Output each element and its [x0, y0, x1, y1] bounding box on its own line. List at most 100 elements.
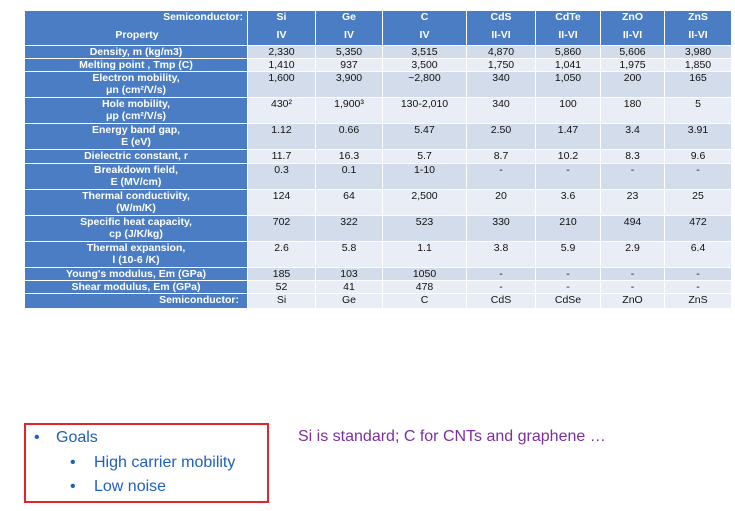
table-cell: 5: [664, 97, 732, 124]
column-name: C: [420, 11, 429, 24]
header-property-label: Property: [115, 29, 159, 41]
table-cell: -: [466, 163, 536, 190]
header-col: C IV: [382, 10, 467, 46]
table-cell: 330: [466, 215, 536, 242]
table-cell: 9.6: [664, 149, 732, 164]
table-cell: 3.91: [664, 123, 732, 150]
goal-item: • Low noise: [70, 478, 166, 496]
table-cell: 3,500: [382, 58, 467, 72]
table-cell: 100: [535, 97, 601, 124]
table-cell: 103: [315, 267, 383, 281]
goal-item-text: Low noise: [94, 478, 167, 495]
column-name: CdTe: [555, 11, 581, 24]
table-row: Thermal expansion, l (10-6 /K) 2.6 5.8 1.1 3.…: [24, 241, 732, 268]
table-cell: 430²: [247, 97, 316, 124]
column-group: IV: [344, 29, 354, 41]
footer-cell: Si: [247, 293, 316, 309]
table-row: Dielectric constant, r 11.7 16.3 5.7 8.7 10.2…: [24, 149, 732, 164]
table-cell: 3,900: [315, 71, 383, 98]
row-label-unit: cp (J/K/kg): [109, 228, 163, 240]
table-row: Melting point , Tmp (C) 1,410 937 3,500 1,75…: [24, 58, 732, 72]
table-row: Young's modulus, Em (GPa) 185 103 1050- - - -: [24, 267, 732, 281]
row-label-text: Young's modulus, Em (GPa): [66, 268, 206, 280]
table-row: Breakdown field, E (MV/cm) 0.3 0.1 1-10- - - -: [24, 163, 732, 190]
row-label: Melting point , Tmp (C): [24, 58, 248, 72]
table-cell: 3.8: [466, 241, 536, 268]
table-cell: 1,041: [535, 58, 601, 72]
table-cell: 1.12: [247, 123, 316, 150]
column-name: CdS: [490, 11, 512, 24]
table-cell: 52: [247, 280, 316, 294]
table-cell: -: [535, 280, 601, 294]
table-cell: 3,980: [664, 45, 732, 59]
table-cell: 1,900³: [315, 97, 383, 124]
table-body: Density, m (kg/m3) 2,330 5,350 3,515 4,870 5,…: [24, 45, 732, 294]
table-cell: 210: [535, 215, 601, 242]
row-label: Hole mobility, μp (cm²/V/s): [24, 97, 248, 124]
column-group: II-VI: [688, 29, 708, 41]
column-name: ZnO: [622, 11, 643, 24]
row-label-unit: E (eV): [121, 136, 151, 148]
table-cell: 185: [247, 267, 316, 281]
table-cell: 8.3: [600, 149, 665, 164]
column-group: IV: [419, 29, 430, 41]
table-cell: -: [664, 280, 732, 294]
table-cell: 23: [600, 189, 665, 216]
bullet-icon: •: [34, 429, 40, 446]
table-cell: 11.7: [247, 149, 316, 164]
footer-cell: Ge: [315, 293, 383, 309]
table-cell: 1,975: [600, 58, 665, 72]
table-cell: 5,350: [315, 45, 383, 59]
table-cell: 1,410: [247, 58, 316, 72]
table-row: Energy band gap, E (eV) 1.12 0.66 5.47 2.50 1.…: [24, 123, 732, 150]
table-row: Specific heat capacity, cp (J/K/kg) 702 322…: [24, 215, 732, 242]
table-cell: 937: [315, 58, 383, 72]
row-label: Thermal expansion, l (10-6 /K): [24, 241, 248, 268]
table-cell: 4,870: [466, 45, 536, 59]
row-label: Shear modulus, Em (GPa): [24, 280, 248, 294]
footer-cell: CdS: [466, 293, 536, 309]
column-group: IV: [276, 29, 287, 41]
row-label: Specific heat capacity, cp (J/K/kg): [24, 215, 248, 242]
row-label-text: Breakdown field,: [93, 164, 178, 177]
table-cell: 124: [247, 189, 316, 216]
column-group: II-VI: [558, 29, 578, 41]
table-cell: 478: [382, 280, 467, 294]
table-cell: 6.4: [664, 241, 732, 268]
row-label-text: Melting point , Tmp (C): [79, 59, 193, 71]
table-cell: 0.1: [315, 163, 383, 190]
table-cell: 64: [315, 189, 383, 216]
table-cell: 1.1: [382, 241, 467, 268]
table-cell: -: [600, 267, 665, 281]
row-label: Electron mobility, μn (cm²/V/s): [24, 71, 248, 98]
table-cell: -: [466, 280, 536, 294]
table-cell: 2.50: [466, 123, 536, 150]
goals-title: Goals: [56, 429, 98, 446]
table-cell: 5.47: [382, 123, 467, 150]
bullet-icon: •: [70, 478, 76, 495]
table-cell: 1,850: [664, 58, 732, 72]
footer-label: Semiconductor:: [24, 293, 248, 309]
row-label-text: Thermal expansion,: [86, 242, 186, 255]
header-col: CdS II-VI: [466, 10, 536, 46]
table-cell: 1,750: [466, 58, 536, 72]
table-cell: 1.47: [535, 123, 601, 150]
table-cell: 200: [600, 71, 665, 98]
table-row: Shear modulus, Em (GPa) 52 41 478- - - -: [24, 280, 732, 294]
table-cell: 2,330: [247, 45, 316, 59]
table-cell: -: [664, 267, 732, 281]
row-label-text: Energy band gap,: [91, 124, 181, 137]
header-property-cell: Semiconductor: Property: [24, 10, 248, 46]
table-cell: 2.6: [247, 241, 316, 268]
table-cell: 3,515: [382, 45, 467, 59]
goal-item-text: High carrier mobility: [94, 454, 236, 471]
table-row: Density, m (kg/m3) 2,330 5,350 3,515 4,870 5,…: [24, 45, 732, 59]
column-group: II-VI: [491, 29, 511, 41]
header-col: ZnO II-VI: [600, 10, 665, 46]
table-header-row: Semiconductor: Property Si IV Ge IV C IV Cd…: [24, 10, 732, 46]
table-cell: 340: [466, 97, 536, 124]
table-cell: 10.2: [535, 149, 601, 164]
row-label-text: Density, m (kg/m3): [89, 46, 183, 58]
header-col: Ge IV: [315, 10, 383, 46]
header-semiconductor-label: Semiconductor:: [163, 11, 243, 24]
